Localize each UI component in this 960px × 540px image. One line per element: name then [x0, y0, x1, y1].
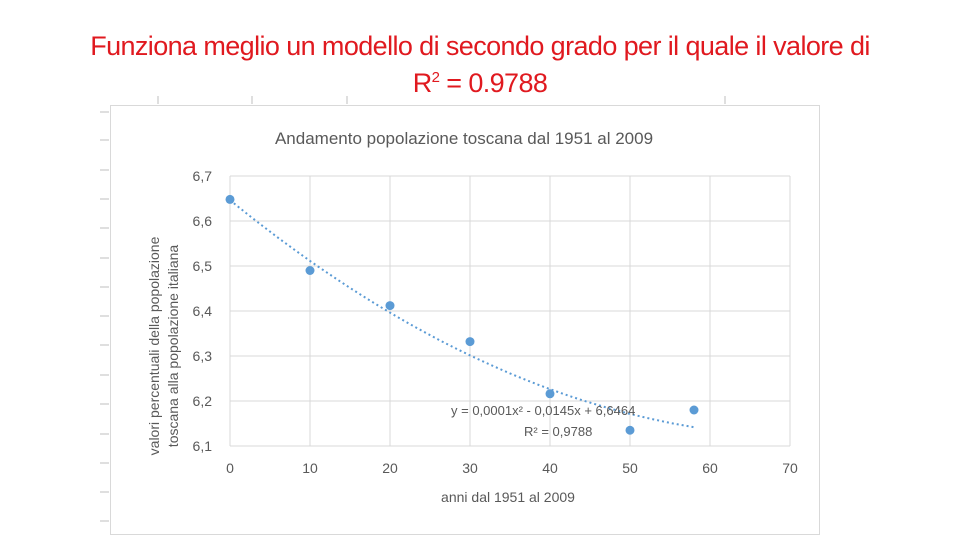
r-squared-value: = 0.9788 — [439, 68, 548, 98]
y-tick-label: 6,3 — [193, 348, 213, 364]
data-points — [225, 194, 699, 435]
data-point — [545, 389, 555, 399]
x-tick-label: 70 — [782, 460, 798, 476]
y-tick-label: 6,4 — [193, 303, 213, 319]
y-tick-label: 6,7 — [193, 168, 213, 184]
r-squared-exponent: 2 — [431, 69, 440, 86]
y-tick-label: 6,5 — [193, 258, 213, 274]
slide-title-line-2: R2 = 0.9788 — [0, 62, 960, 99]
y-axis-ticks: 6,1 6,2 6,3 6,4 6,5 6,6 6,7 — [193, 168, 213, 454]
x-axis-ticks: 0 10 20 30 40 50 60 70 — [226, 460, 798, 476]
slide-title-line-1: Funziona meglio un modello di secondo gr… — [90, 31, 870, 61]
scatter-chart: Andamento popolazione toscana dal 1951 a… — [146, 129, 798, 505]
r-squared-symbol: R — [412, 68, 433, 98]
x-tick-label: 40 — [542, 460, 558, 476]
chart-title: Andamento popolazione toscana dal 1951 a… — [275, 129, 653, 148]
data-point — [305, 266, 315, 275]
slide-title: Funziona meglio un modello di secondo gr… — [0, 30, 960, 99]
gridlines — [229, 175, 791, 447]
x-tick-label: 60 — [702, 460, 718, 476]
x-tick-label: 30 — [462, 460, 478, 476]
y-tick-label: 6,6 — [193, 213, 213, 229]
chart-container: Andamento popolazione toscana dal 1951 a… — [110, 105, 820, 535]
x-axis-label: anni dal 1951 al 2009 — [441, 489, 575, 505]
trendline-equation: y = 0,0001x² - 0,0145x + 6,6464 — [451, 403, 635, 418]
y-tick-label: 6,2 — [193, 393, 213, 409]
data-point — [385, 301, 395, 311]
x-tick-label: 50 — [622, 460, 638, 476]
x-tick-label: 20 — [382, 460, 398, 476]
y-tick-label: 6,1 — [193, 438, 213, 454]
trendline — [229, 199, 695, 429]
data-point — [689, 405, 699, 415]
data-point — [625, 425, 635, 435]
y-axis-label-line-1: valori percentuali della popolazione — [146, 236, 162, 455]
data-point — [465, 337, 475, 347]
x-tick-label: 0 — [226, 460, 234, 476]
y-axis-label-line-2: toscana alla popolazione italiana — [165, 245, 181, 448]
x-tick-label: 10 — [302, 460, 318, 476]
trendline-r-squared: R² = 0,9788 — [524, 424, 592, 439]
data-point — [225, 194, 235, 204]
